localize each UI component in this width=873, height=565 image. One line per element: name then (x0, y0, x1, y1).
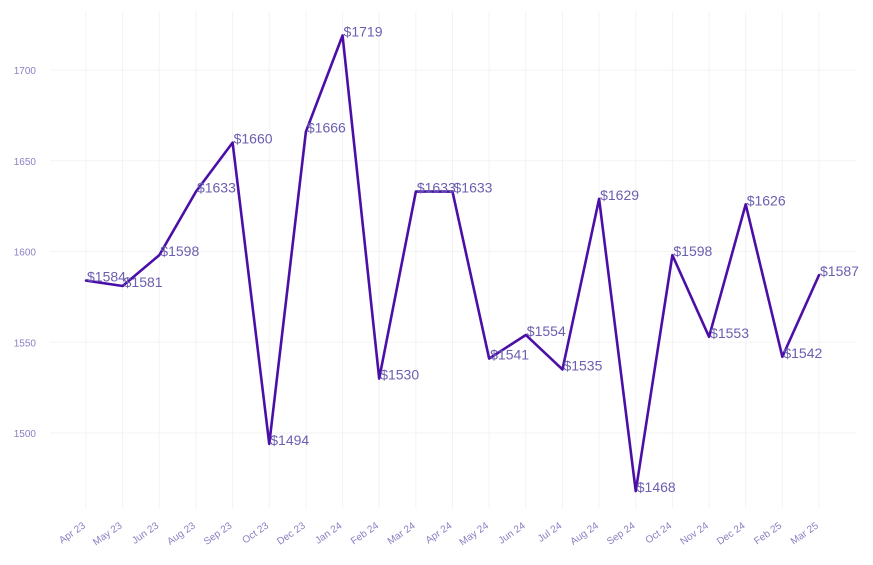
x-axis: Apr 23 May 23 Jun 23 Aug 23 Sep 23 Oct 23 Dec … (57, 520, 821, 548)
x-tick-label: Aug 24 (569, 520, 602, 547)
data-label: $1541 (490, 347, 529, 363)
x-tick-label: Jul 24 (536, 520, 565, 545)
x-tick-label: Jan 24 (313, 520, 344, 546)
x-tick-label: Feb 24 (349, 520, 381, 547)
x-tick-label: Dec 23 (275, 520, 308, 547)
x-tick-label: Jun 23 (130, 520, 161, 546)
x-tick-label: Jun 24 (497, 520, 528, 546)
x-tick-label: Aug 23 (165, 520, 198, 547)
grid (50, 12, 856, 508)
y-axis: 1500 1550 1600 1650 1700 (14, 66, 37, 440)
data-label: $1629 (600, 187, 639, 203)
x-tick-label: Mar 24 (386, 520, 418, 547)
x-tick-label: Sep 23 (202, 520, 235, 547)
data-label: $1542 (783, 345, 822, 361)
y-tick-label: 1700 (14, 66, 37, 77)
data-label: $1581 (124, 274, 163, 290)
y-tick-label: 1550 (14, 338, 37, 349)
y-tick-label: 1600 (14, 248, 37, 259)
data-label: $1719 (344, 24, 383, 40)
series-line (84, 34, 821, 493)
x-tick-label: May 23 (91, 520, 125, 548)
data-label: $1633 (197, 180, 236, 196)
x-tick-label: Sep 24 (605, 520, 638, 547)
x-tick-label: Dec 24 (715, 520, 748, 547)
data-label: $1660 (234, 131, 273, 147)
data-label: $1535 (563, 357, 602, 373)
data-label: $1554 (527, 323, 566, 339)
data-label: $1598 (160, 243, 199, 259)
data-label: $1633 (454, 180, 493, 196)
data-label: $1598 (673, 243, 712, 259)
y-tick-label: 1500 (14, 429, 37, 440)
x-tick-label: Nov 24 (679, 520, 712, 547)
y-tick-label: 1650 (14, 157, 37, 168)
x-tick-label: Oct 23 (241, 520, 272, 546)
data-label: $1666 (307, 120, 346, 136)
data-label: $1584 (87, 269, 126, 285)
data-label: $1587 (820, 263, 859, 279)
x-tick-label: May 24 (458, 520, 492, 548)
data-label: $1494 (270, 432, 309, 448)
x-tick-label: Apr 23 (57, 520, 88, 546)
x-tick-label: Mar 25 (789, 520, 821, 547)
data-label: $1626 (747, 192, 786, 208)
x-tick-label: Oct 24 (644, 520, 675, 546)
x-tick-label: Apr 24 (424, 520, 455, 546)
series (84, 34, 821, 493)
data-label: $1530 (380, 367, 419, 383)
x-tick-label: Feb 25 (752, 520, 784, 547)
data-label: $1633 (417, 180, 456, 196)
data-label: $1553 (710, 325, 749, 341)
data-label: $1468 (637, 479, 676, 495)
data-labels: $1584$1581 $1598 $1633 $1660 $1494 $1666 $1719… (87, 24, 859, 496)
